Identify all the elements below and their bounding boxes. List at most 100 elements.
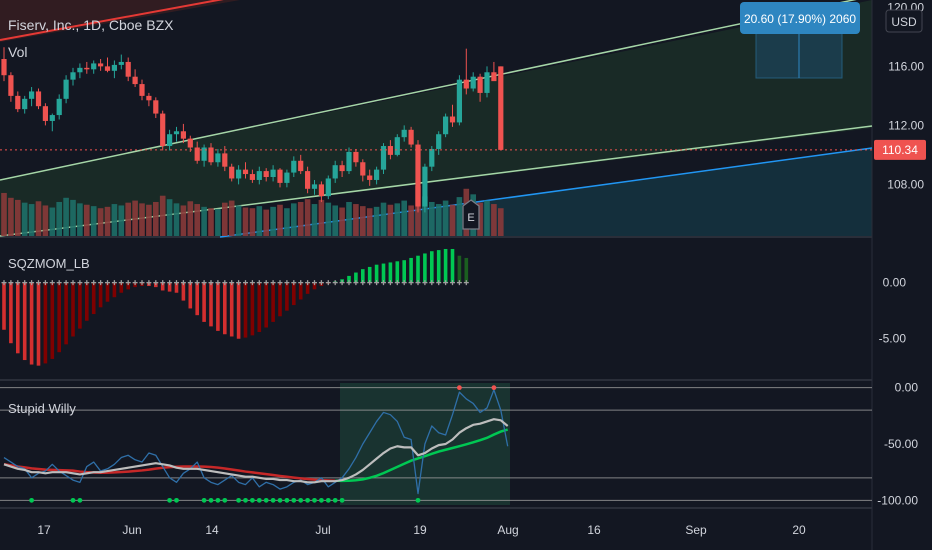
willy-title[interactable]: Stupid Willy — [8, 401, 76, 416]
currency-badge[interactable] — [885, 9, 923, 33]
volume-bar — [297, 201, 304, 236]
squeeze-dots — [1, 280, 469, 286]
volume-bar — [408, 205, 414, 236]
volume-bar — [159, 195, 166, 236]
volume-bar — [373, 206, 380, 236]
volume-bar — [118, 205, 125, 236]
squeeze-bar — [312, 282, 317, 290]
candle-body — [374, 169, 380, 180]
volume-bar — [28, 204, 35, 236]
channel-upper-line[interactable] — [0, 0, 872, 181]
squeeze-bar — [278, 282, 282, 317]
squeeze-bar — [236, 282, 241, 339]
time-tick-label: Jun — [122, 523, 141, 537]
red-trend-line[interactable] — [0, 0, 240, 41]
squeeze-bar — [354, 272, 358, 283]
squeeze-bar — [43, 282, 48, 364]
candle-body — [139, 84, 145, 96]
candles — [1, 47, 504, 213]
volume-bar — [63, 197, 69, 236]
squeeze-bar — [229, 282, 234, 337]
squeeze-bar — [195, 282, 199, 316]
time-tick-label: Sep — [685, 523, 707, 537]
willy-tick-label: 0.00 — [895, 381, 919, 395]
squeeze-bar — [243, 282, 248, 338]
volume-bar — [208, 208, 214, 236]
squeeze-bar — [202, 282, 206, 322]
squeeze-bar — [347, 275, 351, 283]
measure-badge-text: 20.60 (17.90%) 2060 — [744, 12, 856, 26]
candle-body — [477, 76, 483, 93]
last-price-value: 110.34 — [882, 143, 918, 157]
squeeze-bar — [443, 248, 448, 283]
candle-body — [346, 151, 352, 172]
volume-bar — [194, 204, 200, 236]
earnings-marker[interactable]: E — [462, 199, 480, 230]
willy-avg-line — [3, 418, 509, 484]
candle-body — [318, 184, 324, 197]
willy-oversold-dot — [339, 497, 345, 503]
volume-bar — [166, 199, 173, 236]
candle-body — [194, 147, 200, 161]
squeeze-bar — [292, 282, 296, 306]
symbol-title[interactable]: Fiserv, Inc., 1D, Cboe BZX — [8, 17, 174, 33]
squeeze-bar — [285, 282, 289, 311]
willy-tick-label: -50.00 — [884, 437, 918, 451]
candle-body — [484, 72, 490, 93]
squeeze-bar — [223, 282, 227, 335]
candle-body — [298, 160, 304, 172]
candle-body — [70, 72, 76, 80]
squeeze-bar — [9, 282, 13, 344]
candle-body — [498, 66, 504, 150]
willy-oversold-dot — [415, 497, 421, 503]
volume-label[interactable]: Vol — [8, 44, 27, 60]
candle-body — [187, 138, 193, 148]
candle-body — [98, 63, 104, 67]
candle-body — [387, 146, 393, 155]
volume-bar — [21, 202, 28, 236]
volume-bar — [435, 204, 442, 236]
willy-oversold-dot — [243, 497, 248, 503]
volume-bar — [42, 205, 49, 236]
volume-bar — [477, 202, 483, 236]
candle-body — [201, 147, 207, 161]
volume-bar — [49, 207, 56, 236]
candle-body — [167, 134, 173, 147]
volume-bar — [249, 208, 256, 236]
time-axis[interactable]: 17 Jun 14 Jul 19 Aug 16 Sep 20 — [37, 523, 806, 537]
squeeze-bar — [112, 282, 117, 298]
candle-body — [236, 169, 242, 179]
currency-label: USD — [891, 15, 917, 29]
candle-body — [15, 95, 21, 110]
candle-body — [22, 98, 28, 110]
candle-body — [311, 184, 318, 189]
channel-lower-line[interactable] — [0, 125, 873, 237]
volume-bar — [380, 202, 387, 236]
time-tick-label: 20 — [792, 523, 806, 537]
earnings-icon[interactable] — [462, 199, 480, 230]
candle-body — [84, 67, 90, 70]
candle-body — [29, 91, 35, 99]
squeeze-bar — [423, 253, 427, 283]
squeeze-bar — [174, 282, 179, 293]
willy-oversold-dot — [70, 497, 76, 503]
candle-body — [463, 79, 469, 89]
last-price-badge — [874, 139, 926, 160]
candle-body — [380, 146, 387, 170]
candle-body — [91, 63, 97, 70]
volume-bar — [491, 204, 497, 236]
candle-body — [242, 169, 249, 175]
squeeze-title[interactable]: SQZMOM_LB — [8, 256, 90, 271]
squeeze-bar — [91, 282, 96, 315]
measure-badge[interactable] — [740, 2, 860, 34]
squeeze-bar — [119, 282, 124, 293]
squeeze-bar — [29, 282, 34, 365]
candle-body — [42, 106, 48, 121]
volume-bar — [401, 200, 407, 236]
volume-bar — [1, 192, 7, 236]
squeeze-bar — [464, 257, 469, 283]
squeeze-bar — [50, 282, 55, 359]
price-scale[interactable]: 120.00116.00112.00108.000.00-5.000.00-50… — [877, 0, 924, 507]
